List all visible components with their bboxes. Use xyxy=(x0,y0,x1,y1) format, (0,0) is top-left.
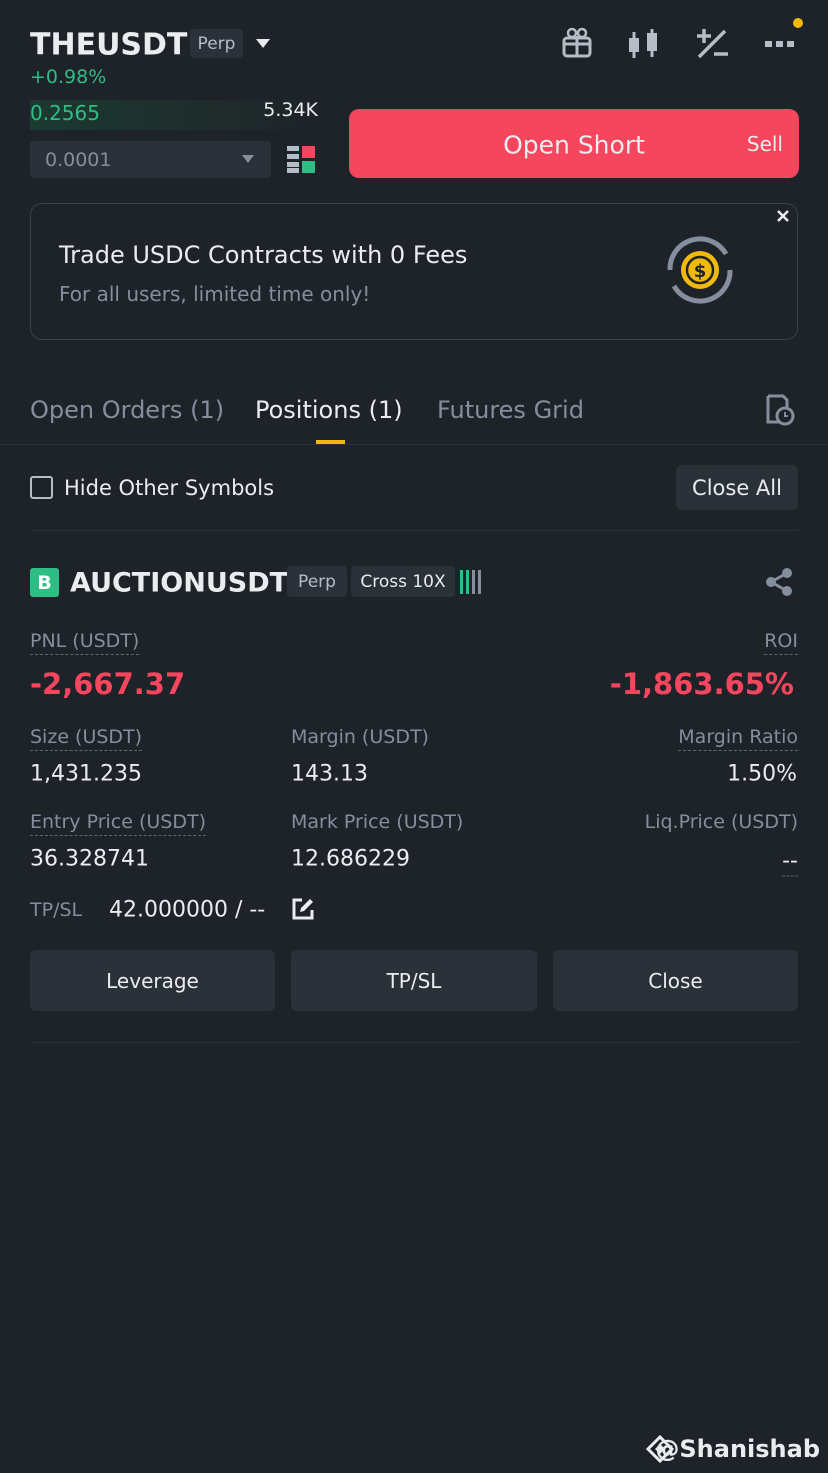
mark-price-value: 12.686229 xyxy=(291,846,410,872)
liq-price-label: Liq.Price (USDT) xyxy=(644,811,798,833)
tpsl-label: TP/SL xyxy=(30,899,83,921)
banner-subtitle: For all users, limited time only! xyxy=(59,282,371,306)
divider xyxy=(30,530,798,531)
banner-close[interactable] xyxy=(776,209,790,223)
close-all-button[interactable]: Close All xyxy=(676,465,798,510)
orderbook-toggle[interactable] xyxy=(287,146,315,173)
adl-indicator xyxy=(460,570,481,594)
filter-label[interactable]: Hide Other Symbols xyxy=(64,476,275,500)
symbol[interactable]: THEUSDT xyxy=(30,27,188,63)
best-price[interactable]: 0.2565 xyxy=(30,101,100,125)
price-change: +0.98% xyxy=(30,66,107,88)
tpsl-value: 42.000000 / -- xyxy=(109,897,266,923)
liq-price-value: -- xyxy=(782,848,798,877)
margin-mode-badge[interactable]: Cross 10X xyxy=(351,566,455,597)
pnl-label: PNL (USDT) xyxy=(30,630,140,655)
roi-label: ROI xyxy=(764,630,798,655)
size-value: 1,431.235 xyxy=(30,761,142,787)
depth-bar xyxy=(30,100,320,130)
entry-price-label: Entry Price (USDT) xyxy=(30,811,207,836)
usdc-icon: $ xyxy=(667,236,733,304)
dropdown-caret[interactable] xyxy=(254,37,272,49)
volume: 5.34K xyxy=(263,99,318,121)
share-icon[interactable] xyxy=(764,567,794,597)
watermark: @Shanishab xyxy=(655,1435,820,1463)
size-label: Size (USDT) xyxy=(30,726,143,751)
more-icon[interactable] xyxy=(762,16,808,50)
position-symbol[interactable]: AUCTIONUSDT xyxy=(70,567,289,599)
tab-active[interactable]: Positions (1) xyxy=(255,396,403,424)
chart-icon[interactable] xyxy=(626,27,662,61)
tab[interactable]: Futures Grid xyxy=(437,396,584,424)
mark-price-label: Mark Price (USDT) xyxy=(291,811,464,833)
close-button[interactable]: Close xyxy=(553,950,798,1011)
entry-price-value: 36.328741 xyxy=(30,846,149,872)
watermark-logo xyxy=(646,1435,674,1463)
margin-ratio-label: Margin Ratio xyxy=(678,726,798,751)
roi-value: -1,863.65% xyxy=(609,667,794,701)
margin-ratio-value: 1.50% xyxy=(727,761,797,787)
sell-label: Sell xyxy=(746,132,783,156)
divider xyxy=(0,444,828,445)
calculator-icon[interactable] xyxy=(695,27,729,61)
tpsl-button[interactable]: TP/SL xyxy=(291,950,537,1011)
pnl-value: -2,667.37 xyxy=(30,667,186,701)
svg-text:$: $ xyxy=(694,261,707,282)
checkbox[interactable] xyxy=(30,476,53,499)
gift-icon[interactable] xyxy=(560,26,594,60)
margin-label: Margin (USDT) xyxy=(291,726,429,748)
open-short-label: Open Short xyxy=(503,130,645,160)
perp-badge: Perp xyxy=(287,566,347,597)
margin-value: 143.13 xyxy=(291,761,368,787)
open-short-button[interactable] xyxy=(349,109,799,178)
tick-size: 0.0001 xyxy=(45,149,112,171)
tab[interactable]: Open Orders (1) xyxy=(30,396,225,424)
divider xyxy=(30,1042,798,1043)
edit-icon[interactable] xyxy=(291,897,315,921)
select-caret xyxy=(242,155,254,163)
tick-size-select[interactable] xyxy=(30,141,271,178)
history-icon[interactable] xyxy=(765,394,795,426)
banner-title: Trade USDC Contracts with 0 Fees xyxy=(59,241,468,269)
perp-badge: Perp xyxy=(190,29,243,58)
promo-banner[interactable] xyxy=(30,203,798,340)
tab-indicator xyxy=(316,440,345,444)
side-badge: B xyxy=(30,568,59,597)
leverage-button[interactable]: Leverage xyxy=(30,950,275,1011)
